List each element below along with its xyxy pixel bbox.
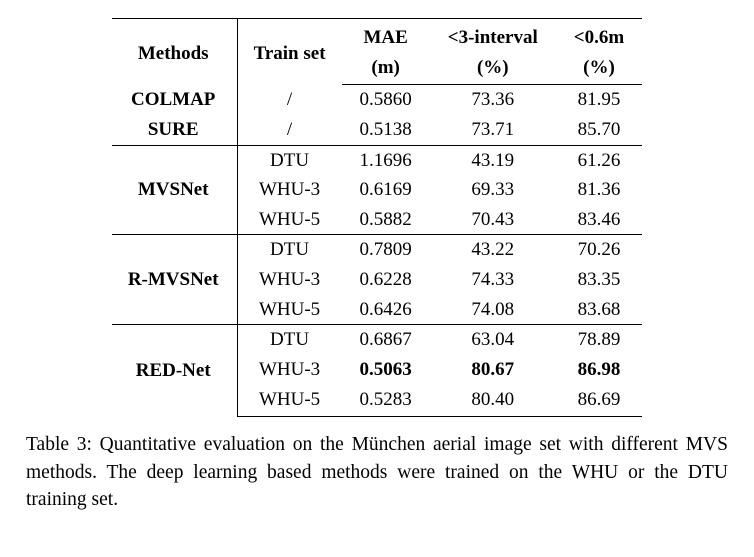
train-cell: DTU [237, 145, 341, 175]
table-row: MVSNetDTU1.169643.1961.26 [112, 145, 642, 175]
method-cell: R-MVSNet [112, 235, 237, 325]
m06-cell: 83.35 [556, 265, 642, 295]
m06-cell: 81.36 [556, 175, 642, 205]
results-table: Methods Train set MAE <3-interval <0.6m … [112, 18, 642, 417]
table-row: R-MVSNetDTU0.780943.2270.26 [112, 235, 642, 265]
table-body: COLMAP/0.586073.3681.95SURE/0.513873.718… [112, 85, 642, 417]
col-header-m06-bot: (%) [556, 53, 642, 85]
m06-cell: 70.26 [556, 235, 642, 265]
mae-cell: 0.5283 [342, 385, 430, 417]
mae-cell: 0.5882 [342, 205, 430, 235]
int3-cell: 43.22 [430, 235, 556, 265]
col-header-int3-bot: (%) [430, 53, 556, 85]
mae-cell: 0.6867 [342, 325, 430, 355]
m06-cell: 78.89 [556, 325, 642, 355]
mae-cell: 0.5063 [342, 355, 430, 385]
m06-cell: 81.95 [556, 85, 642, 115]
method-cell: COLMAP [112, 85, 237, 115]
train-cell: WHU-5 [237, 295, 341, 325]
col-header-int3-top: <3-interval [430, 19, 556, 53]
m06-cell: 83.46 [556, 205, 642, 235]
col-header-methods: Methods [112, 19, 237, 85]
method-cell: SURE [112, 115, 237, 145]
mae-cell: 0.6169 [342, 175, 430, 205]
table-row: RED-NetDTU0.686763.0478.89 [112, 325, 642, 355]
train-cell: / [237, 85, 341, 115]
col-header-mae-bot: (m) [342, 53, 430, 85]
train-cell: WHU-3 [237, 175, 341, 205]
mae-cell: 0.6426 [342, 295, 430, 325]
mae-cell: 0.5138 [342, 115, 430, 145]
train-cell: WHU-5 [237, 205, 341, 235]
train-cell: DTU [237, 325, 341, 355]
col-header-mae-top: MAE [342, 19, 430, 53]
int3-cell: 73.36 [430, 85, 556, 115]
m06-cell: 83.68 [556, 295, 642, 325]
int3-cell: 73.71 [430, 115, 556, 145]
train-cell: WHU-5 [237, 385, 341, 417]
col-header-trainset: Train set [237, 19, 341, 85]
int3-cell: 69.33 [430, 175, 556, 205]
int3-cell: 63.04 [430, 325, 556, 355]
int3-cell: 70.43 [430, 205, 556, 235]
table-header: Methods Train set MAE <3-interval <0.6m … [112, 19, 642, 85]
m06-cell: 85.70 [556, 115, 642, 145]
m06-cell: 86.98 [556, 355, 642, 385]
int3-cell: 80.40 [430, 385, 556, 417]
table-row: SURE/0.513873.7185.70 [112, 115, 642, 145]
int3-cell: 43.19 [430, 145, 556, 175]
int3-cell: 80.67 [430, 355, 556, 385]
m06-cell: 61.26 [556, 145, 642, 175]
mae-cell: 0.5860 [342, 85, 430, 115]
method-cell: RED-Net [112, 325, 237, 417]
col-header-m06-top: <0.6m [556, 19, 642, 53]
table-caption: Table 3: Quantitative evaluation on the … [24, 431, 730, 513]
train-cell: WHU-3 [237, 355, 341, 385]
train-cell: / [237, 115, 341, 145]
train-cell: WHU-3 [237, 265, 341, 295]
table-row: COLMAP/0.586073.3681.95 [112, 85, 642, 115]
mae-cell: 0.6228 [342, 265, 430, 295]
mae-cell: 1.1696 [342, 145, 430, 175]
int3-cell: 74.08 [430, 295, 556, 325]
mae-cell: 0.7809 [342, 235, 430, 265]
train-cell: DTU [237, 235, 341, 265]
method-cell: MVSNet [112, 145, 237, 235]
int3-cell: 74.33 [430, 265, 556, 295]
m06-cell: 86.69 [556, 385, 642, 417]
